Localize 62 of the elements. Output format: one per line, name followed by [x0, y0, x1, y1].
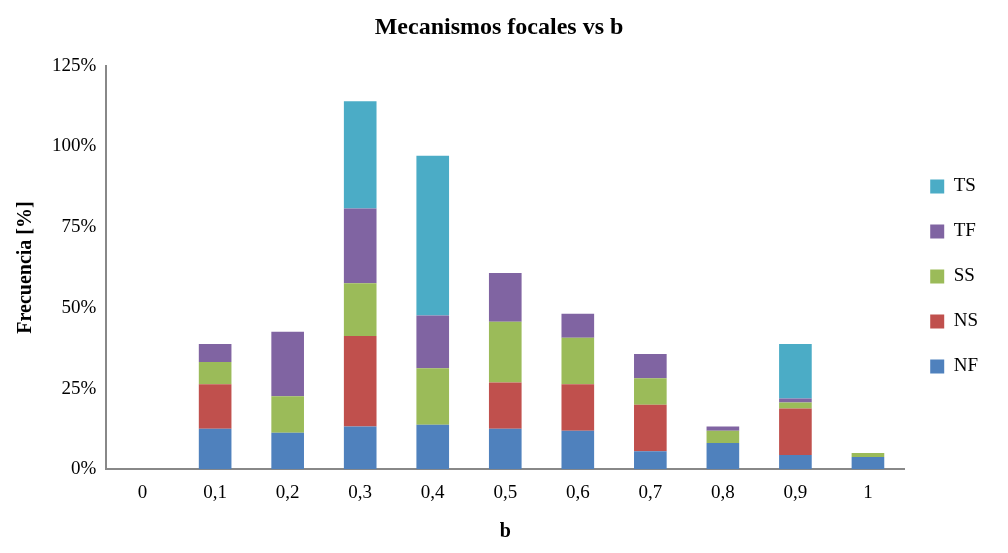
x-tick-label: 0,2	[275, 480, 300, 502]
x-tick-label: 0,4	[420, 480, 446, 502]
x-tick-label: 0,7	[638, 480, 663, 502]
bar	[561, 313, 595, 338]
bar	[779, 402, 812, 409]
bar	[198, 428, 232, 470]
x-tick-label: 0,9	[783, 480, 808, 502]
legend-label: TF	[953, 219, 976, 241]
bar	[416, 155, 450, 316]
legend-label: SS	[953, 264, 975, 286]
bar	[634, 353, 667, 379]
bar	[343, 208, 377, 284]
bar	[343, 101, 377, 209]
legend-label: TS	[953, 174, 976, 196]
y-tick-label: 50%	[61, 295, 97, 317]
x-tick-label: 0,1	[203, 480, 227, 502]
x-axis-title: b	[499, 519, 511, 542]
y-axis-title: Frecuencia [%]	[13, 201, 36, 334]
bar	[561, 430, 595, 470]
bar	[706, 430, 740, 444]
x-tick-label: 0,3	[348, 480, 373, 502]
y-tick-label: 125%	[52, 53, 97, 75]
bar	[706, 426, 740, 431]
chart-title: Mecanismos focales vs b	[374, 12, 624, 39]
bar	[416, 424, 450, 470]
x-tick-label: 0,5	[493, 480, 518, 502]
legend-label: NF	[953, 354, 979, 376]
bar	[198, 384, 232, 429]
bar	[416, 315, 450, 369]
bar	[271, 432, 304, 470]
bar	[198, 362, 232, 385]
bar	[851, 453, 885, 457]
bar	[779, 455, 812, 470]
x-tick-label: 1	[863, 480, 873, 502]
bar	[561, 337, 595, 385]
bar	[488, 321, 522, 383]
y-tick-label: 25%	[61, 376, 97, 398]
bar	[488, 272, 522, 322]
bar	[343, 283, 377, 336]
bar	[706, 443, 740, 470]
x-tick-label: 0,6	[565, 480, 590, 502]
bar	[271, 396, 304, 433]
bar	[779, 343, 812, 399]
bar	[488, 382, 522, 429]
y-tick-label: 75%	[61, 215, 97, 237]
bar	[271, 331, 304, 397]
x-tick-label: 0	[137, 480, 148, 502]
legend-label: NS	[953, 309, 979, 331]
bar	[851, 456, 885, 470]
bar	[343, 426, 377, 470]
bar	[634, 378, 667, 405]
bar	[634, 404, 667, 452]
bar	[343, 335, 377, 427]
bar	[561, 384, 595, 431]
bar	[634, 451, 667, 470]
x-tick-label: 0,8	[711, 480, 735, 502]
bar	[488, 428, 522, 470]
bar	[416, 368, 450, 425]
y-tick-label: 100%	[52, 134, 97, 156]
bar	[779, 408, 812, 455]
bar	[198, 343, 232, 363]
y-tick-label: 0%	[71, 457, 97, 479]
